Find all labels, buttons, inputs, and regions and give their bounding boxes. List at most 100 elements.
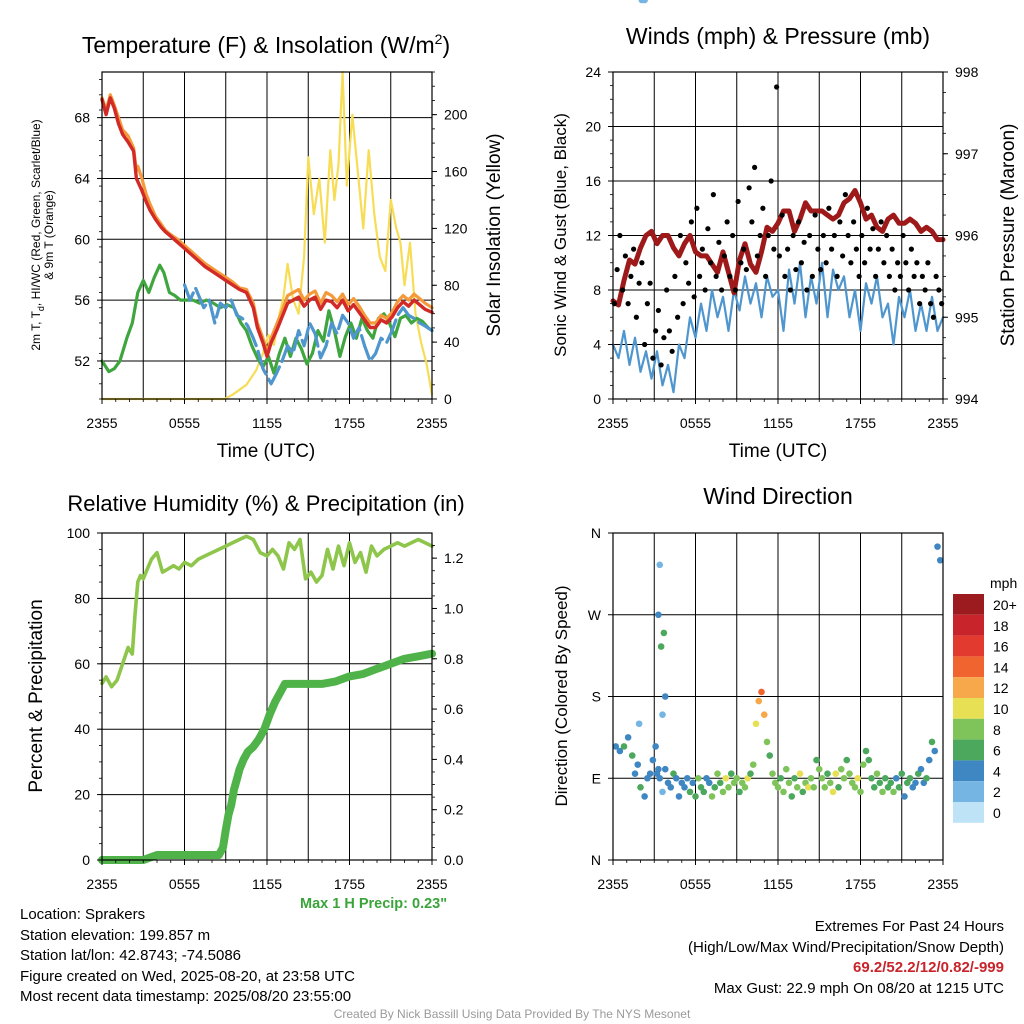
created-text: Figure created on Wed, 2025-08-20, at 23… (20, 967, 355, 985)
gust-point (881, 260, 887, 266)
gust-point (694, 205, 700, 211)
direction-point (672, 774, 680, 782)
credit-text: Created By Nick Bassill Using Data Provi… (333, 1007, 691, 1021)
direction-point (876, 779, 884, 787)
gust-point (708, 260, 714, 266)
gust-point (664, 287, 670, 293)
direction-point (661, 693, 669, 700)
direction-point (793, 784, 801, 791)
gust-point (716, 239, 722, 245)
x-tick-label: 2355 (927, 876, 958, 892)
y2-tick-label: 1.2 (444, 550, 464, 566)
gust-point (922, 287, 928, 293)
y2-tick-label: 994 (955, 391, 979, 407)
elevation-text: Station elevation: 199.857 m (20, 926, 211, 944)
legend-label: 10 (993, 701, 1009, 717)
gust-point (721, 253, 727, 259)
gust-point (699, 246, 705, 252)
gust-point (834, 273, 840, 279)
gust-point (650, 355, 656, 361)
gust-point (908, 246, 914, 252)
direction-point (881, 774, 889, 782)
direction-point (931, 747, 939, 755)
legend-swatch (953, 656, 984, 678)
x-tick-label: 1755 (845, 876, 876, 892)
legend-label: 2 (993, 784, 1001, 800)
y-tick-label: 56 (74, 292, 90, 308)
y-axis-label-winds: Sonic Wind & Gust (Blue, Black) (551, 113, 570, 357)
gust-point (895, 260, 901, 266)
gust-point (897, 273, 903, 279)
gust-point (633, 314, 639, 320)
series-precip-line (98, 649, 436, 864)
x-tick-label: 1755 (334, 876, 365, 892)
y-tick-label: 16 (585, 173, 601, 189)
y-tick-label: 64 (74, 170, 90, 186)
legend-label: 4 (993, 763, 1001, 779)
plot-frame (612, 71, 944, 400)
y-tick-label: 0 (82, 852, 90, 868)
x-tick-label: 0555 (680, 876, 711, 892)
x-tick-label: 0555 (169, 876, 200, 892)
y-tick-label: 8 (593, 282, 601, 298)
x-tick-label: 2355 (597, 415, 628, 431)
series-rh-line (100, 534, 434, 689)
y-tick-label: W (588, 607, 602, 623)
gust-point (853, 246, 859, 252)
direction-point (912, 779, 919, 787)
series-wind-line (611, 261, 945, 394)
direction-point (641, 0, 648, 4)
gust-point (867, 246, 873, 252)
gust-point (746, 185, 752, 191)
x-tick-label: 1755 (845, 415, 876, 431)
gust-point (622, 253, 628, 259)
gust-point (705, 226, 711, 232)
direction-point (655, 611, 662, 619)
direction-point (628, 752, 636, 759)
panel-title-temperature: Temperature (F) & Insolation (W/m2) (82, 31, 450, 58)
direction-point (616, 747, 624, 755)
gust-point (639, 260, 645, 266)
gust-point (930, 314, 936, 320)
direction-point (890, 788, 897, 796)
direction-point (824, 770, 831, 778)
direction-point (846, 770, 853, 778)
series-red-line (100, 96, 434, 359)
direction-point (774, 784, 782, 791)
panel-title-humidity: Relative Humidity (%) & Precipitation (i… (67, 491, 464, 516)
gust-point (928, 301, 934, 307)
gust-point (804, 287, 810, 293)
direction-point (865, 756, 873, 764)
gust-point (829, 246, 835, 252)
direction-point (780, 788, 787, 796)
x-tick-label: 2355 (927, 415, 958, 431)
y-tick-label: 12 (585, 228, 601, 244)
direction-point (683, 774, 691, 782)
y2-tick-label: 80 (444, 277, 460, 293)
direction-point (700, 788, 708, 796)
y-tick-label: 68 (74, 110, 90, 126)
direction-point (857, 788, 864, 796)
plot-frame (612, 532, 944, 861)
y2-tick-label: 995 (955, 309, 979, 325)
direction-point (689, 779, 697, 787)
winds-axes: 0 4 8 12 16 20 24 994 995 996 997 998 2355 0555 1155 17… (585, 64, 978, 431)
direction-point (661, 765, 669, 773)
gust-point (628, 273, 634, 279)
y2-tick-label: 0.6 (444, 701, 464, 717)
direction-point (747, 770, 754, 778)
plot-frame (101, 71, 433, 400)
direction-point (733, 774, 741, 782)
direction-point (766, 752, 774, 759)
legend-swatch (953, 614, 984, 636)
legend-label: 8 (993, 722, 1001, 738)
gust-point (691, 294, 697, 300)
direction-point (925, 756, 933, 764)
station-info: Location: Sprakers Station elevation: 19… (20, 905, 355, 1008)
gust-point (672, 273, 678, 279)
y-tick-label: 60 (74, 656, 90, 672)
gust-point (765, 232, 771, 239)
y2-tick-label: 0.2 (444, 802, 464, 818)
x-tick-label: 1155 (763, 876, 793, 892)
direction-point (758, 688, 765, 696)
